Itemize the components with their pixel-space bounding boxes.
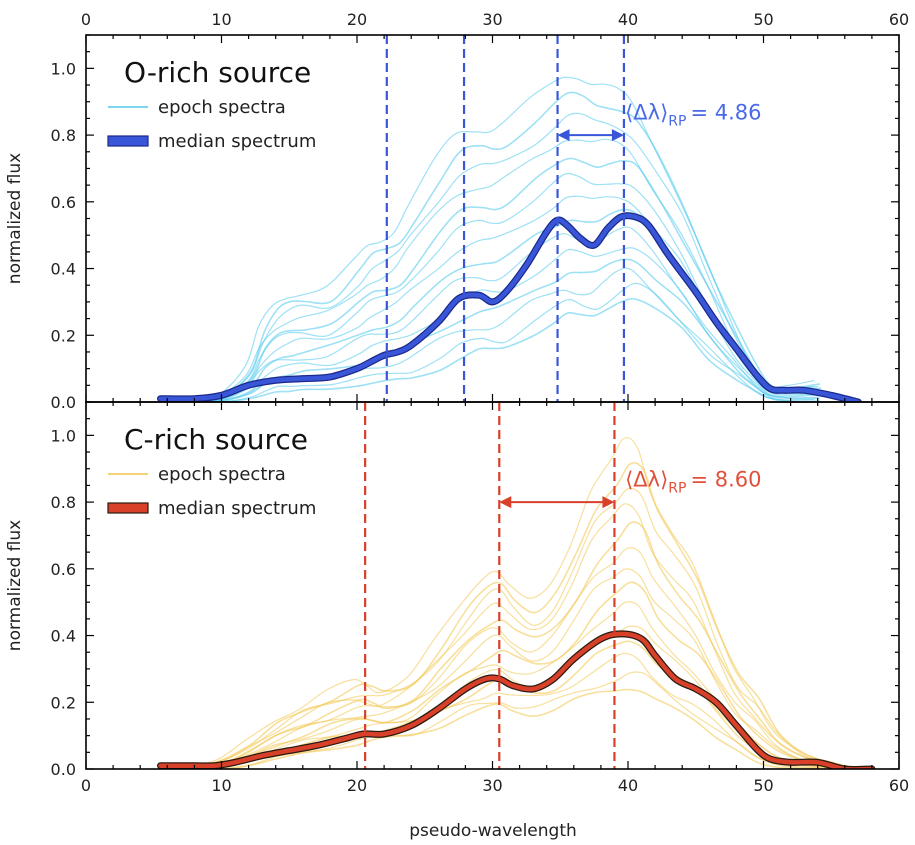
panel-title: C-rich source [124,423,308,456]
y-tick-label: 0.0 [51,760,76,779]
x-tick-label-top: 40 [618,10,638,29]
panel-c-rich: ⟨Δλ⟩RP = 8.60 0.0 0.2 0.4 0.6 0.8 1.0 0 10 20 30 40 5… [5,401,909,795]
x-tick-label-top: 10 [211,10,231,29]
legend-median-label: median spectrum [158,131,316,152]
y-tick-label: 0.2 [51,326,76,345]
epoch-spectrum-line [164,138,815,402]
x-tick-label-top: 50 [753,10,773,29]
y-tick-label: 0.6 [51,193,76,212]
epoch-spectrum-line [159,547,871,769]
epoch-spectrum-line [159,568,871,769]
epoch-spectrum-line [165,172,817,402]
delta-arrow-head-right [602,496,615,509]
epoch-spectrum-line [169,282,821,402]
x-axis-label: pseudo-wavelength [409,821,577,841]
epoch-spectrum-line [163,521,876,769]
legend-epoch-label: epoch spectra [158,464,286,485]
x-tick-label-top: 60 [889,10,909,29]
epoch-spectrum-line [163,671,875,769]
y-tick-label: 0.4 [51,627,76,646]
epoch-spectrum-line [169,258,820,402]
panel-o-rich: ⟨Δλ⟩RP = 4.86 0.0 0.2 0.4 0.6 0.8 1.0 0 10 20 30 40 5… [5,10,909,412]
y-tick-label: 1.0 [51,59,76,78]
y-tick-label: 0.2 [51,693,76,712]
x-tick-label: 60 [889,776,909,795]
median-spectrum-line [158,213,861,402]
x-tick-label: 50 [753,776,773,795]
epoch-spectrum-line [166,195,817,402]
delta-annotation: ⟨Δλ⟩RP = 8.60 [625,468,761,497]
y-tick-label: 0.6 [51,560,76,579]
y-axis-label: normalized flux [5,153,25,284]
legend-epoch-label: epoch spectra [158,97,286,118]
x-tick-label: 10 [211,776,231,795]
axes-frame [85,401,900,770]
y-tick-label: 0.0 [51,393,76,412]
epoch-spectrum-line [170,157,822,402]
epoch-spectrum-line [163,76,815,402]
epoch-spectrum-line [163,581,876,769]
x-tick-label-top: 30 [482,10,502,29]
plot-area [157,76,862,402]
median-spectrum-line [158,631,875,769]
epoch-spectrum-line [170,208,821,402]
delta-arrow-head-left [557,129,570,142]
panel-title: O-rich source [124,56,311,89]
delta-annotation: ⟨Δλ⟩RP = 4.86 [625,101,761,130]
epoch-spectrum-line [160,688,872,769]
x-tick-label: 20 [347,776,367,795]
y-tick-label: 0.8 [51,126,76,145]
epoch-spectrum-line [157,437,869,769]
legend-median-swatch [107,135,149,147]
legend-median-swatch [107,502,149,514]
epoch-spectrum-line [167,297,818,402]
epoch-spectrum-line [167,112,819,402]
delta-arrow-head-left [499,496,512,509]
y-tick-label: 0.4 [51,260,76,279]
epoch-spectrum-line [162,462,874,769]
x-tick-label: 0 [81,776,91,795]
axes-frame [85,34,900,403]
y-tick-label: 1.0 [51,426,76,445]
x-tick-label: 40 [618,776,638,795]
x-tick-label: 30 [482,776,502,795]
x-tick-label-top: 0 [81,10,91,29]
x-tick-label-top: 20 [347,10,367,29]
legend-median-label: median spectrum [158,498,316,519]
epoch-spectrum-line [164,226,815,402]
epoch-spectrum-line [157,503,869,769]
plot-area [157,437,876,769]
y-axis-label: normalized flux [5,520,25,651]
y-tick-label: 0.8 [51,493,76,512]
delta-arrow-head-right [611,129,624,142]
